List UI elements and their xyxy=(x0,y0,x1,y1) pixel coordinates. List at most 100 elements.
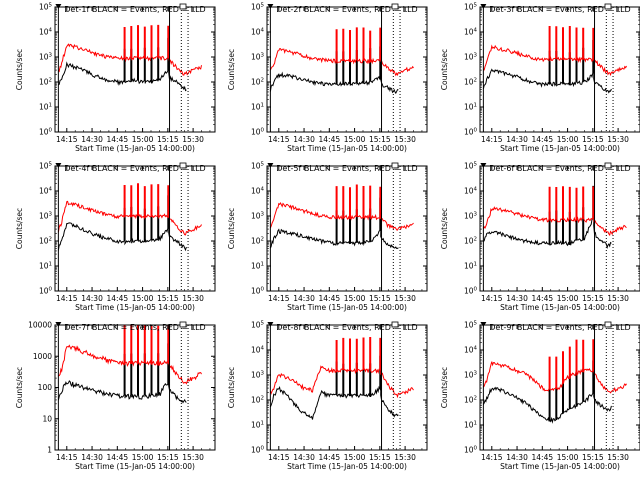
y-tick-label: 102 xyxy=(464,396,477,405)
x-tick-label: 14:45 xyxy=(532,294,554,303)
x-tick-label: 15:00 xyxy=(344,453,366,462)
y-tick-label: 105 xyxy=(251,3,265,12)
chart-panel: Det-4f BLACK = Events, RED = LLD 100 101 10… xyxy=(15,162,216,312)
series-line-events xyxy=(483,185,612,250)
x-tick-label: 14:45 xyxy=(319,135,341,144)
y-tick-label: 1000 xyxy=(33,352,52,361)
y-tick-label: 10000 xyxy=(28,321,52,330)
chart-panel: Det-8f BLACK = Events, RED = LLD 100 101 10… xyxy=(227,321,428,471)
y-axis-label: Counts/sec xyxy=(227,49,236,90)
y-tick-label: 105 xyxy=(464,321,478,330)
y-tick-label: 101 xyxy=(464,103,477,112)
y-axis-label: Counts/sec xyxy=(227,208,236,249)
y-tick-label: 102 xyxy=(464,237,477,246)
chart-panel: Det-1f BLACK = Events, RED = LLD 100 101 10… xyxy=(15,3,216,153)
x-tick-label: 14:30 xyxy=(81,453,103,462)
y-tick-label: 100 xyxy=(251,446,265,455)
y-tick-label: 10 xyxy=(42,414,52,423)
y-tick-label: 1 xyxy=(47,446,52,455)
x-axis-label: Start Time (15-Jan-05 14:00:00) xyxy=(500,144,620,153)
y-tick-label: 100 xyxy=(464,287,478,296)
x-tick-label: 14:45 xyxy=(532,453,554,462)
plot-frame xyxy=(479,324,640,451)
series-line-lld xyxy=(269,27,414,77)
x-tick-label: 15:30 xyxy=(607,294,629,303)
x-tick-label: 15:30 xyxy=(607,453,629,462)
x-tick-label: 15:15 xyxy=(582,135,604,144)
chart-panel: Det-3f BLACK = Events, RED = LLD 100 101 10… xyxy=(440,3,640,153)
x-tick-label: 14:45 xyxy=(107,294,129,303)
y-tick-label: 105 xyxy=(464,162,478,171)
x-tick-label: 15:30 xyxy=(182,453,204,462)
series-line-events xyxy=(57,343,187,404)
time-marker-box xyxy=(604,162,612,169)
x-axis-label: Start Time (15-Jan-05 14:00:00) xyxy=(500,462,620,471)
y-tick-label: 105 xyxy=(39,162,53,171)
x-tick-label: 15:15 xyxy=(582,294,604,303)
series-line-events xyxy=(482,40,612,94)
time-marker-box xyxy=(179,162,187,169)
series-line-lld xyxy=(58,24,202,76)
panel-title: Det-1f BLACK = Events, RED = LLD xyxy=(64,5,205,14)
time-marker-box xyxy=(604,3,612,10)
y-tick-label: 104 xyxy=(39,28,53,37)
series-line-events xyxy=(482,360,612,424)
y-tick-label: 102 xyxy=(251,237,264,246)
y-tick-label: 105 xyxy=(251,321,265,330)
time-marker-box xyxy=(604,321,612,328)
x-tick-label: 14:15 xyxy=(56,453,78,462)
x-tick-label: 14:15 xyxy=(56,294,78,303)
x-tick-label: 14:30 xyxy=(293,135,315,144)
chart-panel: Det-9f BLACK = Events, RED = LLD 100 101 10… xyxy=(440,321,640,471)
x-tick-label: 15:15 xyxy=(157,453,179,462)
x-tick-label: 14:15 xyxy=(481,135,503,144)
series-line-events xyxy=(269,355,399,420)
x-tick-label: 15:00 xyxy=(132,135,154,144)
y-axis-label: Counts/sec xyxy=(15,367,24,408)
y-tick-label: 103 xyxy=(251,53,265,62)
y-tick-label: 104 xyxy=(464,28,478,37)
chart-panel: Det-5f BLACK = Events, RED = LLD 100 101 10… xyxy=(227,162,428,312)
plot-frame xyxy=(266,165,428,292)
y-tick-label: 100 xyxy=(251,287,265,296)
x-tick-label: 14:30 xyxy=(81,135,103,144)
plot-frame xyxy=(54,165,216,292)
y-tick-label: 104 xyxy=(251,28,265,37)
y-tick-label: 101 xyxy=(39,103,52,112)
x-tick-label: 14:30 xyxy=(293,294,315,303)
series-line-lld xyxy=(269,337,414,399)
time-marker-box xyxy=(179,3,187,10)
x-tick-label: 15:00 xyxy=(132,453,154,462)
panel-title: Det-6f BLACK = Events, RED = LLD xyxy=(489,164,630,173)
series-line-lld xyxy=(58,324,202,385)
x-tick-label: 15:30 xyxy=(182,135,204,144)
panel-title: Det-8f BLACK = Events, RED = LLD xyxy=(276,323,417,332)
y-tick-label: 100 xyxy=(39,128,53,137)
y-tick-label: 102 xyxy=(251,396,264,405)
x-tick-label: 15:15 xyxy=(157,294,179,303)
series-line-events xyxy=(269,46,399,95)
y-tick-label: 100 xyxy=(38,383,53,392)
y-tick-label: 103 xyxy=(464,212,478,221)
x-tick-label: 14:30 xyxy=(506,135,528,144)
time-marker-box xyxy=(391,3,399,10)
x-tick-label: 14:45 xyxy=(107,135,129,144)
y-tick-label: 103 xyxy=(251,371,265,380)
x-tick-label: 15:00 xyxy=(344,135,366,144)
y-tick-label: 103 xyxy=(464,53,478,62)
y-tick-label: 100 xyxy=(464,446,478,455)
series-line-lld xyxy=(482,339,627,394)
y-tick-label: 103 xyxy=(39,53,53,62)
x-tick-label: 15:30 xyxy=(607,135,629,144)
y-tick-label: 105 xyxy=(39,3,53,12)
series-line-events xyxy=(269,197,399,250)
y-tick-label: 101 xyxy=(464,421,477,430)
series-line-events xyxy=(57,195,187,252)
time-marker-box xyxy=(391,321,399,328)
y-axis-label: Counts/sec xyxy=(15,208,24,249)
y-tick-label: 104 xyxy=(464,187,478,196)
x-axis-label: Start Time (15-Jan-05 14:00:00) xyxy=(500,303,620,312)
plot-frame xyxy=(266,6,428,133)
